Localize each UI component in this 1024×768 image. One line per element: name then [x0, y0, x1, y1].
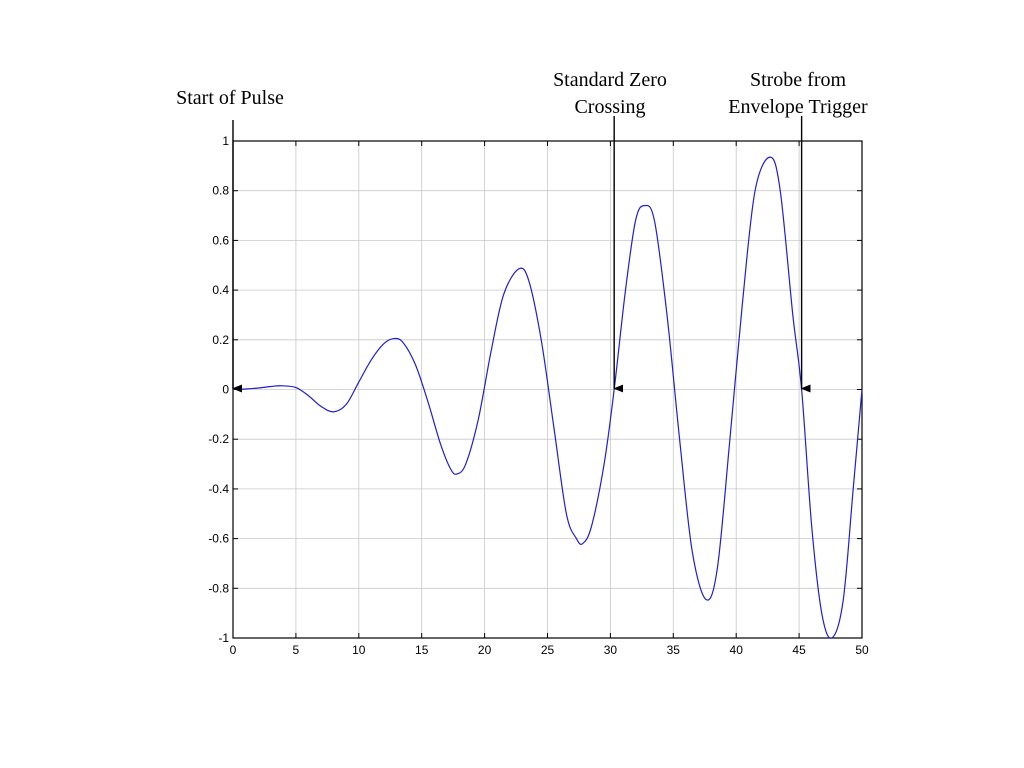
y-tick-label: 0.6 — [212, 233, 229, 247]
y-tick-label: -0.6 — [208, 532, 229, 546]
x-tick-labels: 0 5 10 15 20 25 30 35 40 45 50 — [230, 643, 869, 657]
y-tick-label: 0 — [222, 383, 229, 397]
y-tick-label: 0.2 — [212, 333, 229, 347]
series-group — [232, 156, 863, 639]
y-tick-label: -0.8 — [208, 581, 229, 595]
x-tick-label: 50 — [855, 643, 869, 657]
annotation-label: Crossing — [574, 96, 645, 118]
x-tick-label: 30 — [604, 643, 618, 657]
annotations-group: Start of Pulse Standard Zero Crossing Strob… — [176, 69, 868, 393]
y-tick-labels: -1 -0.8 -0.6 -0.4 -0.2 0 0.2 0.4 0.6 0.8 1 — [208, 134, 229, 645]
series-line — [232, 156, 863, 639]
grid-lines — [233, 141, 862, 638]
annotation-label: Envelope Trigger — [728, 96, 868, 118]
y-tick-label: 1 — [222, 134, 229, 148]
x-tick-label: 25 — [541, 643, 555, 657]
annotation-label: Strobe from — [750, 69, 847, 91]
y-tick-label: -1 — [218, 631, 229, 645]
x-tick-label: 5 — [293, 643, 300, 657]
x-tick-label: 15 — [415, 643, 429, 657]
annotation-label: Start of Pulse — [176, 87, 284, 109]
x-tick-label: 0 — [230, 643, 237, 657]
y-tick-label: -0.2 — [208, 432, 229, 446]
x-tick-label: 40 — [730, 643, 744, 657]
x-tick-label: 35 — [667, 643, 681, 657]
x-tick-label: 45 — [792, 643, 806, 657]
annotation-label: Standard Zero — [553, 69, 667, 91]
x-tick-label: 20 — [478, 643, 492, 657]
x-tick-label: 10 — [352, 643, 366, 657]
y-tick-label: 0.8 — [212, 184, 229, 198]
y-tick-label: 0.4 — [212, 283, 229, 297]
y-tick-label: -0.4 — [208, 482, 229, 496]
